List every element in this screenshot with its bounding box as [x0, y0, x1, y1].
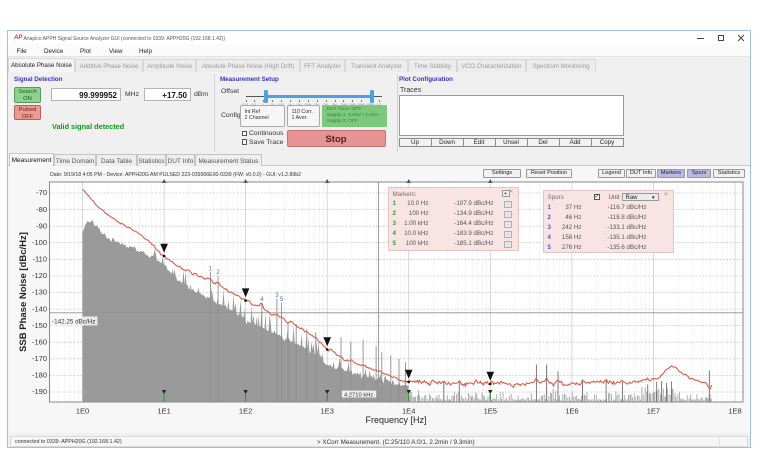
svg-text:-130: -130 [32, 288, 47, 297]
svg-text:-180: -180 [32, 371, 47, 380]
svg-text:-110: -110 [33, 255, 47, 264]
svg-text:-190: -190 [32, 387, 47, 396]
svg-text:-170: -170 [32, 354, 47, 363]
svg-text:4.2710 kHz: 4.2710 kHz [344, 392, 373, 398]
svg-text:-120: -120 [32, 271, 47, 280]
svg-text:-80: -80 [36, 205, 47, 214]
svg-text:-142.25 dBc/Hz: -142.25 dBc/Hz [52, 319, 95, 326]
svg-text:1E4: 1E4 [402, 406, 415, 415]
svg-text:-70: -70 [36, 188, 47, 197]
svg-text:1: 1 [209, 265, 213, 272]
svg-text:5: 5 [280, 296, 284, 303]
svg-text:-100: -100 [32, 238, 47, 247]
svg-text:-140: -140 [32, 304, 47, 313]
svg-text:1E1: 1E1 [157, 406, 170, 415]
svg-text:2: 2 [216, 269, 220, 276]
svg-text:Frequency [Hz]: Frequency [Hz] [365, 415, 426, 425]
svg-text:1E2: 1E2 [239, 406, 252, 415]
svg-text:1E7: 1E7 [647, 406, 660, 415]
svg-text:4: 4 [260, 296, 264, 303]
svg-text:1E5: 1E5 [484, 406, 497, 415]
svg-text:1E6: 1E6 [565, 406, 578, 415]
svg-text:SSB Phase Noise [dBc/Hz]: SSB Phase Noise [dBc/Hz] [18, 232, 29, 352]
svg-text:1E3: 1E3 [321, 406, 334, 415]
svg-text:1E8: 1E8 [728, 406, 741, 415]
svg-text:-150: -150 [32, 321, 47, 330]
svg-text:1E0: 1E0 [76, 406, 89, 415]
svg-text:-90: -90 [36, 221, 47, 230]
svg-text:3: 3 [275, 292, 279, 299]
svg-text:-160: -160 [32, 337, 47, 346]
